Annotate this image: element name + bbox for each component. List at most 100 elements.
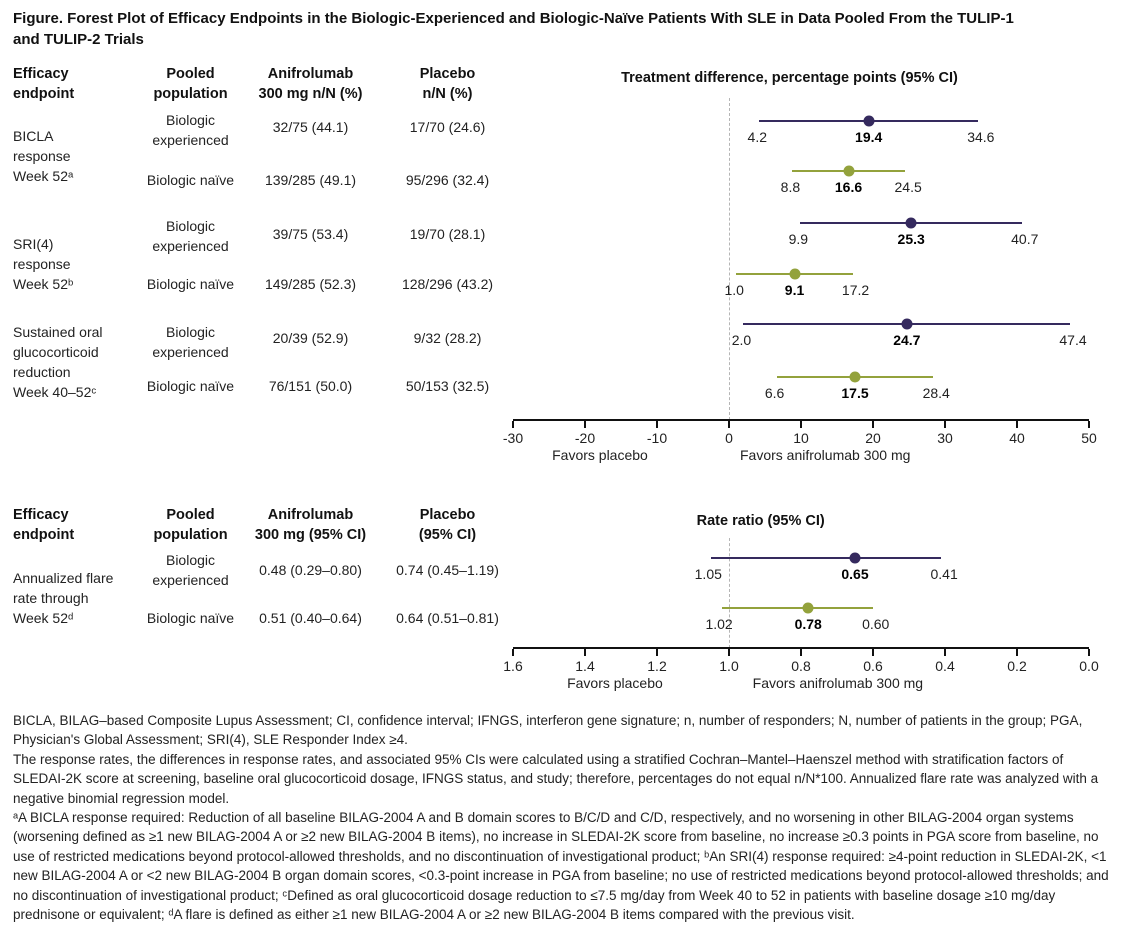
axis-tick-label: 0.0 xyxy=(1079,658,1099,674)
plot1-title: Treatment difference, percentage points … xyxy=(621,70,958,86)
population-cell: Biologic experienced xyxy=(152,112,229,148)
axis-tick xyxy=(944,421,946,428)
estimate-marker xyxy=(789,268,801,280)
estimate-marker xyxy=(863,115,875,127)
favors-anifrolumab-label: Favors anifrolumab 300 mg xyxy=(752,675,924,691)
placebo-cell: 50/153 (32.5) xyxy=(405,378,490,394)
estimate-marker xyxy=(843,165,855,177)
population-cell: Biologic naïve xyxy=(146,172,235,188)
axis-tick-label: 0 xyxy=(725,430,733,446)
axis-tick xyxy=(872,649,874,656)
ci-high-label: 24.5 xyxy=(894,179,922,195)
population-cell: Biologic naïve xyxy=(146,610,235,626)
ci-low-label: 8.8 xyxy=(780,179,801,195)
ci-estimate-label: 16.6 xyxy=(834,179,863,195)
endpoint-label-flare-rate: Annualized flare rate through Week 52ᵈ xyxy=(13,570,114,626)
estimate-marker xyxy=(849,371,861,383)
ci-low-label: 2.0 xyxy=(731,332,752,348)
axis-tick-label: 0.6 xyxy=(863,658,883,674)
axis-tick-label: 0.4 xyxy=(935,658,955,674)
axis-tick xyxy=(584,649,586,656)
placebo-cell: 0.64 (0.51–0.81) xyxy=(396,610,499,626)
population-cell: Biologic naïve xyxy=(146,276,235,292)
ci-high-label: 28.4 xyxy=(922,385,950,401)
axis-tick xyxy=(728,421,730,428)
population-cell: Biologic experienced xyxy=(152,218,229,254)
axis-tick-label: -10 xyxy=(646,430,668,446)
anifrolumab-cell: 20/39 (52.9) xyxy=(272,330,349,346)
axis-tick xyxy=(656,421,658,428)
ci-low-label: 9.9 xyxy=(788,231,809,247)
axis-tick-label: 10 xyxy=(793,430,809,446)
table2-header-anifrolumab: Anifrolumab 300 mg (95% CI) xyxy=(254,507,367,543)
axis-line xyxy=(513,419,1089,421)
ci-low-label: 1.05 xyxy=(694,566,722,582)
figure-title: Figure. Forest Plot of Efficacy Endpoint… xyxy=(13,10,1014,48)
footnote-methods: The response rates, the differences in r… xyxy=(13,751,1099,806)
axis-tick-label: 0.8 xyxy=(791,658,811,674)
ci-low-label: 6.6 xyxy=(764,385,785,401)
ci-line xyxy=(711,557,942,559)
endpoint-label-glucocorticoid: Sustained oral glucocorticoid reduction … xyxy=(13,324,103,400)
table2-header-placebo: Placebo (95% CI) xyxy=(418,507,477,543)
reference-line xyxy=(729,538,730,648)
footnote-abbreviations: BICLA, BILAG–based Composite Lupus Asses… xyxy=(13,713,1083,748)
ci-high-label: 0.60 xyxy=(862,616,890,632)
ci-estimate-label: 19.4 xyxy=(855,129,883,145)
axis-tick xyxy=(512,649,514,656)
axis-tick xyxy=(1088,421,1090,428)
ci-high-label: 40.7 xyxy=(1011,231,1039,247)
axis-tick xyxy=(656,649,658,656)
placebo-cell: 9/32 (28.2) xyxy=(413,330,482,346)
axis-tick xyxy=(512,421,514,428)
anifrolumab-cell: 149/285 (52.3) xyxy=(264,276,357,292)
ci-line xyxy=(721,607,873,609)
axis-tick xyxy=(1088,649,1090,656)
axis-tick-label: 20 xyxy=(865,430,881,446)
axis-tick xyxy=(800,421,802,428)
favors-placebo-label: Favors placebo xyxy=(567,675,663,691)
axis-tick-label: 40 xyxy=(1009,430,1025,446)
forest-plot-treatment-difference: Treatment difference, percentage points … xyxy=(503,64,1097,464)
ci-high-label: 34.6 xyxy=(967,129,995,145)
axis-tick-label: 1.0 xyxy=(719,658,739,674)
anifrolumab-cell: 76/151 (50.0) xyxy=(268,378,353,394)
table1-header-endpoint: Efficacy endpoint xyxy=(13,66,75,102)
axis-tick xyxy=(1016,421,1018,428)
anifrolumab-cell: 139/285 (49.1) xyxy=(264,172,357,188)
population-cell: Biologic experienced xyxy=(152,324,229,360)
plot2-title: Rate ratio (95% CI) xyxy=(696,513,825,529)
favors-placebo-label: Favors placebo xyxy=(552,447,648,463)
axis-tick-label: 50 xyxy=(1081,430,1097,446)
estimate-marker xyxy=(802,602,814,614)
ci-estimate-label: 24.7 xyxy=(893,332,921,348)
axis-tick xyxy=(1016,649,1018,656)
anifrolumab-cell: 32/75 (44.1) xyxy=(272,119,349,135)
axis-tick-label: 0.2 xyxy=(1007,658,1027,674)
table1-header-population: Pooled population xyxy=(153,66,228,102)
forest-plot-rate-ratio: Rate ratio (95% CI) Favors placebo Favor… xyxy=(503,505,1098,697)
anifrolumab-cell: 0.48 (0.29–0.80) xyxy=(259,562,362,578)
ci-estimate-label: 25.3 xyxy=(897,231,925,247)
footnotes: BICLA, BILAG–based Composite Lupus Asses… xyxy=(13,711,1113,924)
axis-line xyxy=(513,647,1089,649)
ci-high-label: 0.41 xyxy=(930,566,958,582)
axis-tick xyxy=(584,421,586,428)
ci-estimate-label: 17.5 xyxy=(841,385,869,401)
ci-estimate-label: 0.65 xyxy=(841,566,869,582)
axis-tick xyxy=(944,649,946,656)
placebo-cell: 95/296 (32.4) xyxy=(405,172,490,188)
placebo-cell: 128/296 (43.2) xyxy=(401,276,494,292)
axis-tick xyxy=(728,649,730,656)
axis-tick xyxy=(800,649,802,656)
anifrolumab-cell: 39/75 (53.4) xyxy=(272,226,349,242)
table2-header-endpoint: Efficacy endpoint xyxy=(13,507,75,543)
ci-high-label: 47.4 xyxy=(1059,332,1087,348)
axis-tick-label: 1.2 xyxy=(647,658,667,674)
estimate-marker xyxy=(905,217,917,229)
ci-low-label: 1.02 xyxy=(705,616,733,632)
anifrolumab-cell: 0.51 (0.40–0.64) xyxy=(259,610,362,626)
axis-tick-label: -30 xyxy=(502,430,524,446)
ci-low-label: 1.0 xyxy=(724,282,744,298)
axis-tick-label: 30 xyxy=(937,430,953,446)
